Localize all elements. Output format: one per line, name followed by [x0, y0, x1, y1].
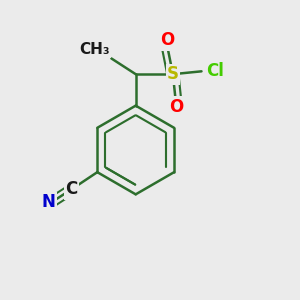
Text: S: S — [167, 65, 179, 83]
Text: CH₃: CH₃ — [79, 42, 110, 57]
Text: N: N — [42, 193, 56, 211]
Text: C: C — [65, 180, 78, 198]
Text: Cl: Cl — [206, 62, 224, 80]
Text: O: O — [160, 32, 174, 50]
Text: O: O — [169, 98, 183, 116]
